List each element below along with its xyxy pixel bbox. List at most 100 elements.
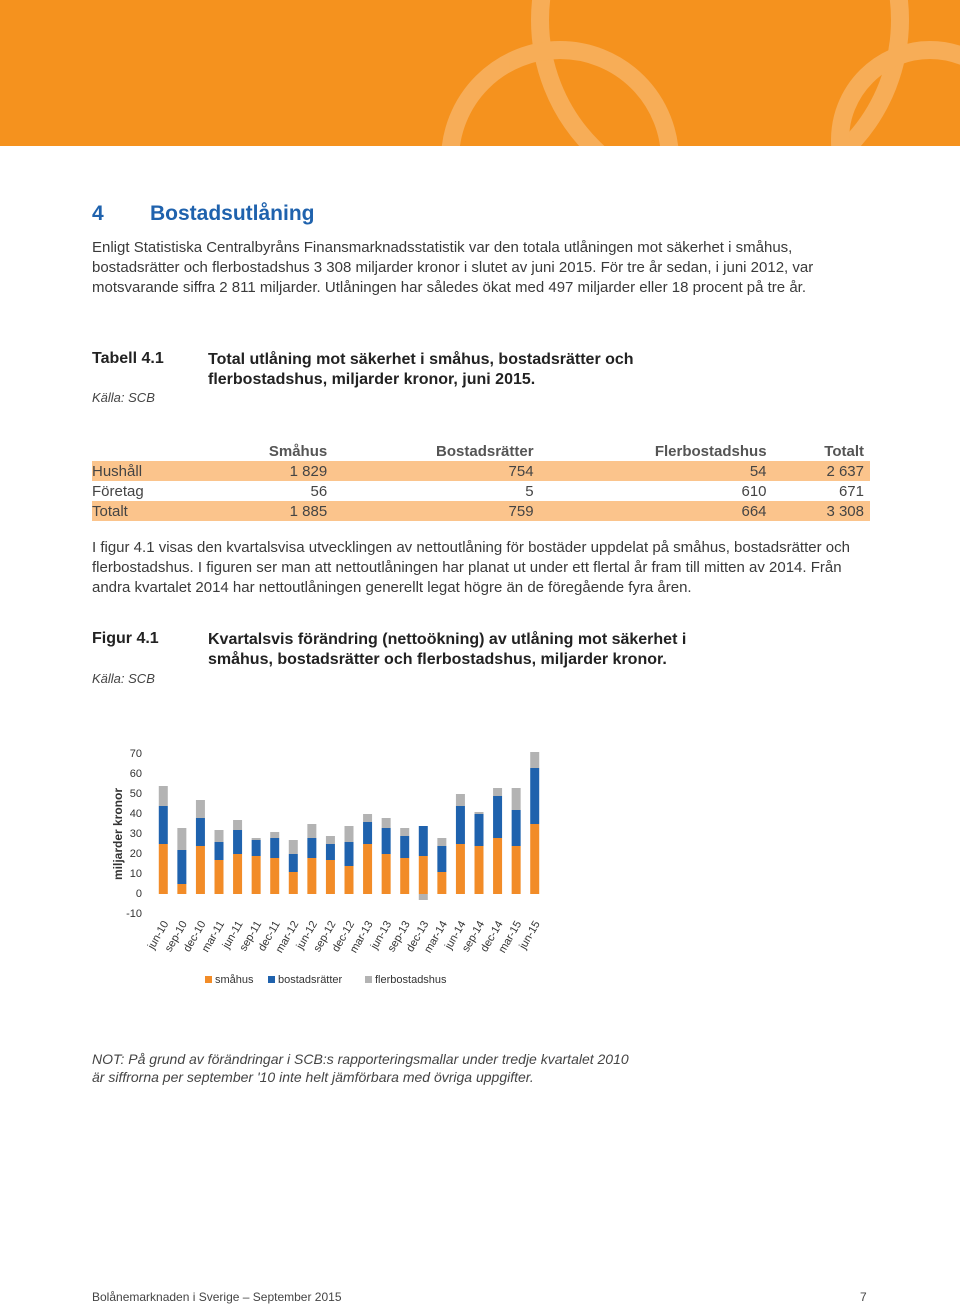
y-tick-label: 10 <box>130 868 142 880</box>
bar-segment <box>233 830 243 854</box>
bar-segment <box>418 826 428 856</box>
bar-segment <box>158 786 168 806</box>
cell: 1 829 <box>200 461 334 481</box>
bar-segment <box>344 826 354 842</box>
legend-swatch <box>268 976 275 983</box>
bar-segment <box>158 806 168 844</box>
bar-segment <box>177 884 187 894</box>
bar-segment <box>251 856 261 894</box>
row-header: Totalt <box>92 501 201 521</box>
column-header: Småhus <box>268 442 328 460</box>
bar-segment <box>344 842 354 866</box>
bar-segment <box>270 858 280 894</box>
y-tick-label: -10 <box>126 908 142 920</box>
bar-segment <box>400 828 410 836</box>
bar-segment <box>493 838 503 894</box>
paragraph: Enligt Statistiska Centralbyråns Finansm… <box>92 239 814 296</box>
bar-segment <box>288 854 298 872</box>
bar-segment <box>177 850 187 884</box>
table-row: Totalt 1 885 759 664 3 308 <box>92 501 870 521</box>
bar-segment <box>381 818 391 828</box>
cell: 56 <box>310 482 328 500</box>
bar-segment <box>325 844 335 860</box>
bar-segment <box>511 788 521 810</box>
note: NOT: På grund av förändringar i SCB:s ra… <box>92 1051 629 1085</box>
figure-title: Kvartalsvis förändring (nettoökning) av … <box>208 631 687 668</box>
bar-segment <box>177 828 187 850</box>
bar-segment <box>195 800 205 818</box>
legend-label: flerbostadshus <box>375 974 447 986</box>
bar-segment <box>307 858 317 894</box>
y-axis-label: miljarder kronor <box>111 788 125 880</box>
data-table: Småhus Bostadsrätter Flerbostadshus Totalt H… <box>92 441 870 521</box>
corner <box>92 441 201 461</box>
legend-label: småhus <box>215 974 254 986</box>
bar-segment <box>474 846 484 894</box>
bar-segment <box>214 842 224 860</box>
bar-segment <box>437 872 447 894</box>
bar-segment <box>400 858 410 894</box>
bar-segment <box>251 840 261 856</box>
cell: 671 <box>838 482 864 500</box>
legend-swatch <box>205 976 212 983</box>
footer-page: 7 <box>860 1290 867 1304</box>
bar-segment <box>233 820 243 830</box>
legend-swatch <box>365 976 372 983</box>
table-label: Tabell 4.1 <box>92 350 164 367</box>
y-tick-label: 60 <box>130 768 142 780</box>
table-row: Hushåll 1 829 754 54 2 637 <box>92 461 870 481</box>
header-band <box>0 0 960 146</box>
section-number: 4 <box>92 202 104 225</box>
y-tick-label: 30 <box>130 828 142 840</box>
figure-label: Figur 4.1 <box>92 630 159 647</box>
bar-segment <box>195 846 205 894</box>
bar-segment <box>344 866 354 894</box>
bar-segment <box>530 768 540 824</box>
bar-segment <box>363 822 373 844</box>
figure-source: Källa: SCB <box>92 671 155 686</box>
bar-segment <box>400 836 410 858</box>
bar-segment <box>455 844 465 894</box>
bar-segment <box>381 828 391 854</box>
bar-segment <box>307 824 317 838</box>
bar-segment <box>270 832 280 838</box>
row-header: Hushåll <box>92 461 201 481</box>
cell: 664 <box>539 501 773 521</box>
cell: 759 <box>333 501 540 521</box>
bar-segment <box>418 856 428 894</box>
cell: 3 308 <box>772 501 870 521</box>
row-header: Företag <box>92 482 144 500</box>
bar-segment <box>511 810 521 846</box>
bar-segment <box>214 860 224 894</box>
bar-segment <box>251 838 261 840</box>
bar-segment <box>158 844 168 894</box>
y-tick-label: 70 <box>130 748 142 760</box>
bar-segment <box>214 830 224 842</box>
bar-segment <box>437 838 447 846</box>
bar-segment <box>307 838 317 858</box>
bar-segment <box>288 840 298 854</box>
bar-segment <box>455 794 465 806</box>
cell: 2 637 <box>772 461 870 481</box>
y-tick-label: 0 <box>136 888 142 900</box>
bar-segment <box>418 894 428 900</box>
y-tick-label: 50 <box>130 788 142 800</box>
column-header: Totalt <box>824 442 864 460</box>
bar-segment <box>325 860 335 894</box>
table-row: Företag 56 5 610 671 <box>92 481 870 501</box>
column-header: Flerbostadshus <box>654 442 767 460</box>
bar-segment <box>270 838 280 858</box>
bar-segment <box>530 752 540 768</box>
bar-segment <box>363 844 373 894</box>
cell: 1 885 <box>200 501 334 521</box>
legend-label: bostadsrätter <box>278 974 343 986</box>
table-title: Total utlåning mot säkerhet i småhus, bo… <box>208 351 634 388</box>
section-title: Bostadsutlåning <box>150 202 315 225</box>
y-tick-label: 40 <box>130 808 142 820</box>
y-tick-label: 20 <box>130 848 142 860</box>
bar-segment <box>474 814 484 846</box>
bar-segment <box>493 796 503 838</box>
bar-segment <box>511 846 521 894</box>
footer-publication: Bolånemarknaden i Sverige – September 20… <box>92 1290 342 1304</box>
